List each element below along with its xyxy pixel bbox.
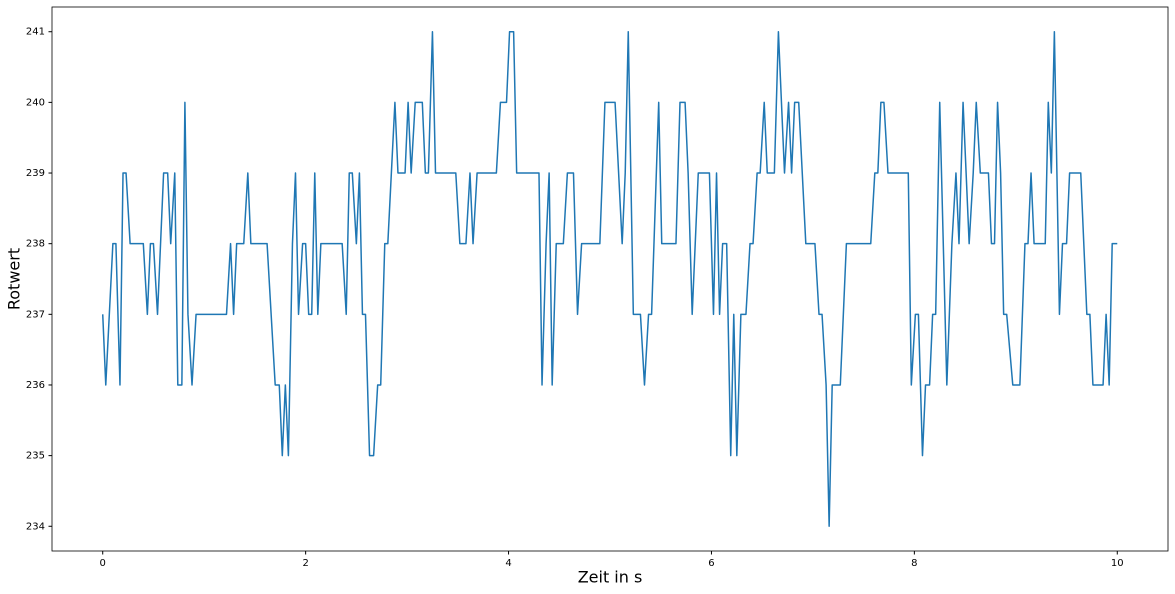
y-tick-label: 235 (26, 451, 45, 462)
y-axis-label: Rotwert (5, 248, 24, 310)
x-tick-label: 2 (302, 558, 308, 569)
data-line (101, 30, 1118, 528)
y-tick-label: 239 (26, 168, 45, 179)
x-tick-label: 8 (911, 558, 917, 569)
y-tick-label: 234 (26, 521, 45, 532)
x-axis-label: Zeit in s (578, 568, 643, 587)
y-tick-label: 240 (26, 97, 45, 108)
plot-frame (51, 6, 1169, 552)
y-tick-label: 238 (26, 239, 45, 250)
y-tick-label: 236 (26, 380, 45, 391)
x-tick-label: 4 (505, 558, 511, 569)
y-tick-label: 237 (26, 309, 45, 320)
y-tick-label: 241 (26, 27, 45, 38)
x-tick-label: 0 (100, 558, 106, 569)
x-tick-label: 6 (708, 558, 714, 569)
x-tick-label: 10 (1111, 558, 1124, 569)
